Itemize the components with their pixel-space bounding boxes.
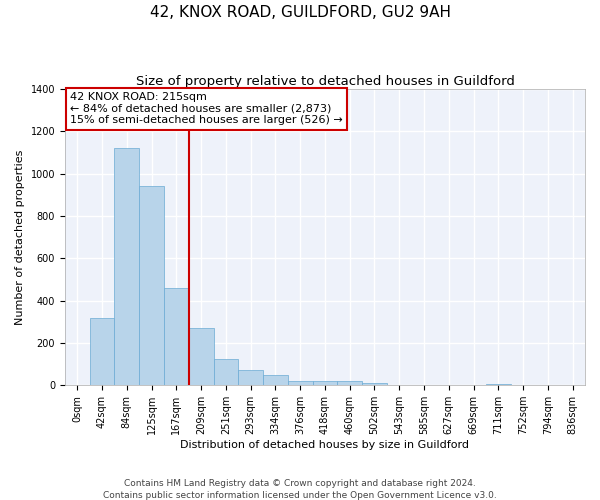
- Bar: [115, 148, 139, 385]
- Bar: [313, 380, 337, 385]
- Bar: [263, 375, 288, 385]
- Bar: [214, 359, 238, 385]
- Bar: [89, 318, 115, 385]
- Y-axis label: Number of detached properties: Number of detached properties: [15, 150, 25, 325]
- Bar: [362, 383, 387, 385]
- Text: 42 KNOX ROAD: 215sqm
← 84% of detached houses are smaller (2,873)
15% of semi-de: 42 KNOX ROAD: 215sqm ← 84% of detached h…: [70, 92, 343, 126]
- Text: 42, KNOX ROAD, GUILDFORD, GU2 9AH: 42, KNOX ROAD, GUILDFORD, GU2 9AH: [149, 5, 451, 20]
- Bar: [189, 328, 214, 385]
- Bar: [288, 381, 313, 385]
- Bar: [139, 186, 164, 385]
- X-axis label: Distribution of detached houses by size in Guildford: Distribution of detached houses by size …: [181, 440, 469, 450]
- Bar: [486, 384, 511, 385]
- Text: Contains HM Land Registry data © Crown copyright and database right 2024.
Contai: Contains HM Land Registry data © Crown c…: [103, 478, 497, 500]
- Bar: [238, 370, 263, 385]
- Bar: [337, 382, 362, 385]
- Bar: [164, 288, 189, 385]
- Title: Size of property relative to detached houses in Guildford: Size of property relative to detached ho…: [136, 75, 514, 88]
